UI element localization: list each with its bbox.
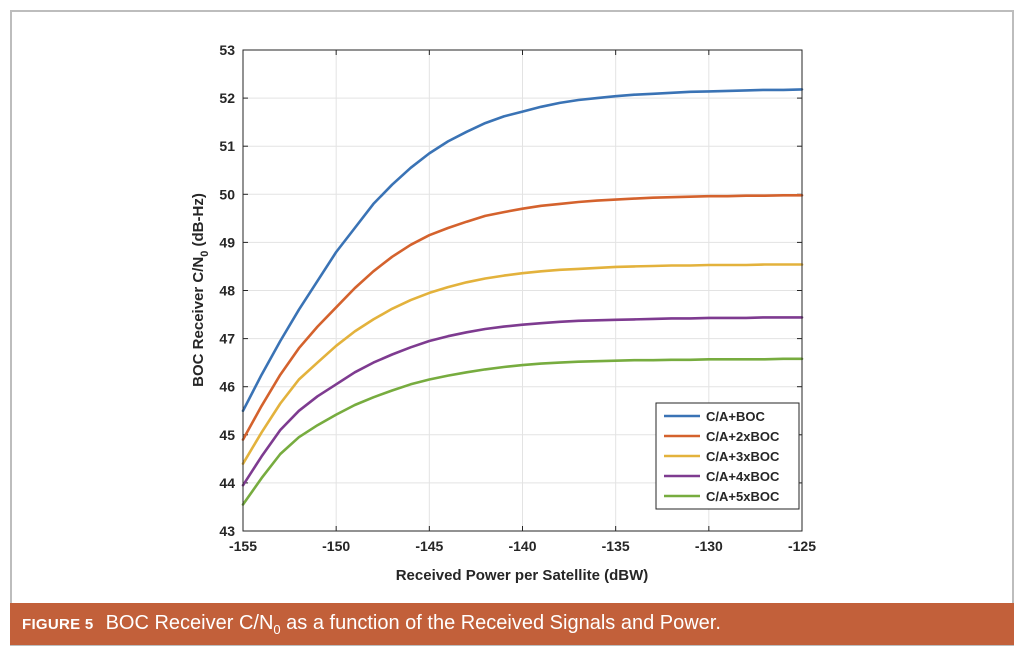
y-axis-label-main: BOC Receiver C/N: [190, 257, 207, 387]
y-tick-label: 49: [219, 234, 235, 250]
y-axis-label-sub: 0: [199, 251, 211, 257]
y-tick-label: 52: [219, 90, 235, 106]
x-tick-label: -145: [415, 538, 443, 554]
y-tick-label: 44: [219, 475, 235, 491]
y-tick-label: 43: [219, 523, 235, 539]
series-lines: [241, 88, 804, 506]
legend-entry: C/A+2xBOC: [706, 429, 780, 444]
y-axis-label: BOC Receiver C/N0 (dB-Hz): [190, 193, 211, 387]
series-line-c-a-boc: [241, 88, 804, 413]
legend-entry: C/A+BOC: [706, 409, 765, 424]
y-tick-label: 51: [219, 138, 235, 154]
x-tick-label: -135: [602, 538, 630, 554]
x-axis-label: Received Power per Satellite (dBW): [396, 567, 649, 584]
y-tick-label: 48: [219, 283, 235, 299]
caption-main: BOC Receiver C/N: [105, 611, 274, 634]
legend-entry: C/A+3xBOC: [706, 449, 780, 464]
x-tick-label: -130: [695, 538, 723, 554]
y-tick-label: 45: [219, 427, 235, 443]
series-line-c-a-4xboc: [241, 316, 804, 487]
caption-rest: as a function of the Received Signals an…: [280, 611, 721, 634]
legend: C/A+BOC C/A+2xBOC C/A+3xBOC C/A+4xBOC C/A+5x…: [655, 402, 800, 510]
series-line-c-a-2xboc: [241, 194, 804, 441]
x-tick-labels: -155 -150 -145 -140 -135 -130 -125: [229, 538, 816, 554]
x-tick-label: -125: [788, 538, 816, 554]
y-tick-label: 53: [219, 42, 235, 58]
y-axis-label-unit: (dB-Hz): [190, 193, 207, 250]
figure-caption: BOC Receiver C/N0 as a function of the R…: [106, 612, 721, 637]
x-tick-label: -155: [229, 538, 257, 554]
series-line-c-a-5xboc: [241, 357, 804, 506]
y-tick-label: 47: [219, 331, 235, 347]
line-chart: -155 -150 -145 -140 -135 -130 -125 43444546474…: [190, 42, 816, 584]
plot-border: [242, 49, 803, 532]
y-tick-label: 50: [219, 186, 235, 202]
series-line-c-a-3xboc: [241, 263, 804, 466]
y-tick-label: 46: [219, 379, 235, 395]
legend-entry: C/A+4xBOC: [706, 469, 780, 484]
y-tick-labels: 43 44 45 46 47 48 49 50 51 52 53: [219, 42, 235, 539]
x-tick-label: -140: [508, 538, 536, 554]
caption-bar: FIGURE 5 BOC Receiver C/N0 as a function…: [10, 603, 1014, 645]
legend-entry: C/A+5xBOC: [706, 489, 780, 504]
caption-sub: 0: [273, 621, 281, 637]
x-tick-label: -150: [322, 538, 350, 554]
figure-label: FIGURE 5: [22, 615, 94, 633]
